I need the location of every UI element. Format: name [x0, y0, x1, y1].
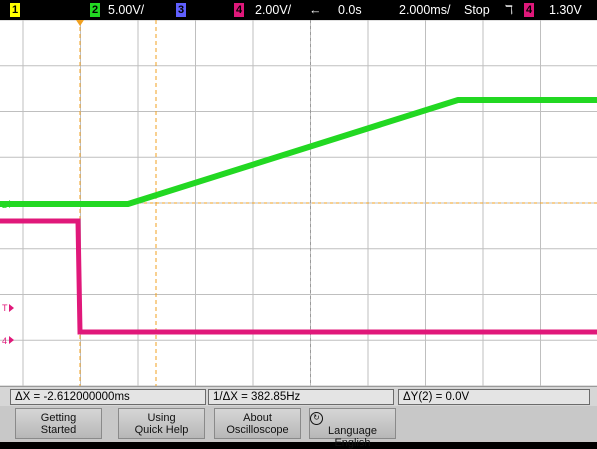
measurement-bar: ΔX = -2.612000000ms 1/ΔX = 382.85Hz ΔY(2… — [0, 386, 597, 406]
softkey-label: Quick Help — [134, 424, 189, 436]
trigger-source-badge[interactable]: 4 — [524, 3, 534, 17]
trigger-level[interactable]: 1.30V — [549, 3, 582, 17]
language-row: ↻ Language — [310, 412, 395, 437]
waveform-canvas: 2 T 4 — [0, 20, 597, 386]
getting-started-softkey[interactable]: Getting Started — [15, 408, 102, 439]
softkey-label: Oscilloscope — [226, 424, 289, 436]
ch4-badge[interactable]: 4 — [234, 3, 244, 17]
trigger-position-marker — [76, 20, 84, 26]
delay-value[interactable]: 0.0s — [338, 3, 362, 17]
rotate-knob-icon: ↻ — [310, 412, 323, 425]
ch2-marker-arrow — [9, 200, 14, 208]
ch4-ground-marker: 4 — [2, 336, 7, 346]
ch3-badge[interactable]: 3 — [176, 3, 186, 17]
trigger-slope-icon: ℸ — [505, 3, 514, 17]
softkey-label: English — [334, 437, 371, 449]
delay-arrow-icon: ← — [309, 3, 322, 17]
ch4-trace — [0, 218, 597, 335]
inverse-delta-x-readout: 1/ΔX = 382.85Hz — [208, 389, 394, 405]
delta-y-readout: ΔY(2) = 0.0V — [398, 389, 590, 405]
softkey-label: Getting — [40, 412, 77, 424]
ch4-scale[interactable]: 2.00V/ — [255, 3, 292, 17]
ch1-badge[interactable]: 1 — [10, 3, 20, 17]
ch2-ground-marker: 2 — [2, 200, 7, 210]
status-bar: 1 2 5.00V/ 3 4 2.00V/ ← 0.0s 2.000ms/ St… — [0, 0, 597, 20]
run-state[interactable]: Stop — [464, 3, 490, 17]
ch2-badge[interactable]: 2 — [90, 3, 100, 17]
softkey-label: About — [243, 412, 272, 424]
language-softkey[interactable]: ↻ Language English — [309, 408, 396, 449]
about-oscilloscope-softkey[interactable]: About Oscilloscope — [214, 408, 301, 439]
softkey-label: Using — [147, 412, 176, 424]
trigger-level-marker: T — [2, 303, 8, 313]
waveform-display[interactable]: 2 T 4 — [0, 20, 597, 386]
timebase[interactable]: 2.000ms/ — [399, 3, 451, 17]
trigger-marker-arrow — [9, 304, 14, 312]
ch2-scale[interactable]: 5.00V/ — [108, 3, 145, 17]
softkey-bar: Getting Started Using Quick Help About O… — [0, 406, 597, 449]
delta-x-readout: ΔX = -2.612000000ms — [10, 389, 206, 405]
ch4-marker-arrow — [9, 336, 14, 344]
quick-help-softkey[interactable]: Using Quick Help — [118, 408, 205, 439]
softkey-label: Started — [40, 424, 77, 436]
ch2-trace — [0, 97, 597, 207]
softkey-label: Language — [328, 425, 377, 437]
